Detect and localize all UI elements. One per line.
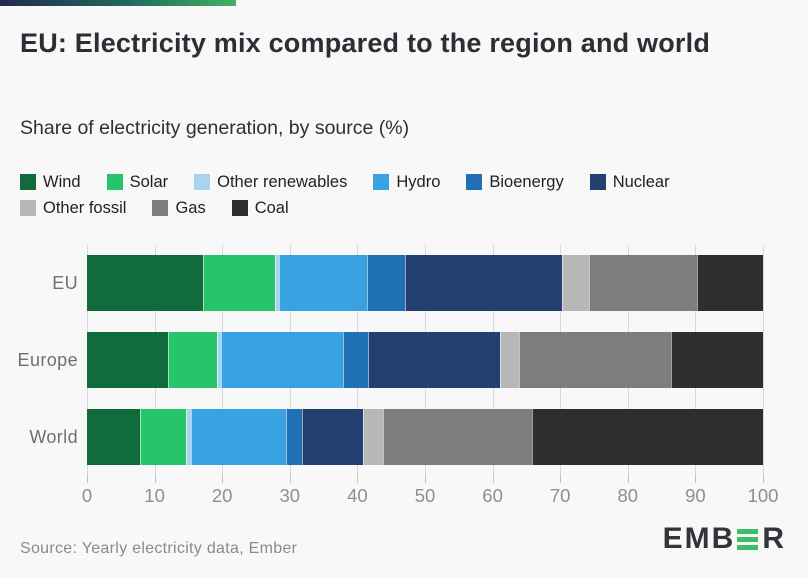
legend-label: Wind [43, 173, 81, 191]
legend-label: Coal [254, 199, 289, 217]
bar-segment-world-gas [382, 409, 532, 465]
brand-gradient-bar [0, 0, 236, 6]
bar-segment-eu-other-renewables [275, 255, 280, 311]
x-tick-mark [695, 474, 697, 483]
bar-segment-eu-gas [588, 255, 697, 311]
bar-segment-world-wind [87, 409, 141, 465]
plot-area [87, 245, 764, 474]
legend-item-wind: Wind [20, 173, 81, 191]
bar-segment-eu-hydro [279, 255, 367, 311]
ember-logo-green-e-icon [737, 527, 759, 551]
bar-segment-eu-solar [203, 255, 276, 311]
y-axis-label-eu: EU [52, 273, 78, 293]
ember-logo-text-emb: EMB [662, 522, 736, 555]
legend-item-gas: Gas [152, 199, 206, 217]
bar-row-world [87, 409, 763, 465]
bar-segment-europe-bioenergy [342, 332, 368, 388]
x-tick-label: 10 [144, 485, 165, 506]
x-tick-label: 50 [414, 485, 436, 506]
bar-segment-world-nuclear [302, 409, 363, 465]
bar-segment-europe-nuclear [367, 332, 501, 388]
x-tick-mark [87, 474, 88, 483]
ember-logo-text-r: R [762, 522, 786, 555]
x-tick-mark [425, 474, 426, 483]
bar-segment-eu-wind [87, 255, 204, 311]
legend-item-other-renewables: Other renewables [194, 173, 347, 191]
bar-segment-world-other-renewables [185, 409, 192, 465]
bar-row-eu [87, 255, 764, 311]
x-tick-mark [222, 474, 224, 483]
x-tick-label: 60 [482, 485, 503, 506]
legend-swatch-icon [589, 174, 606, 190]
bar-segment-europe-wind [87, 332, 168, 388]
legend-label: Gas [175, 199, 206, 217]
x-tick-label: 0 [81, 485, 93, 506]
bar-segment-world-other-fossil [362, 409, 383, 465]
legend-item-other-fossil: Other fossil [20, 199, 126, 217]
x-tick-mark [289, 474, 291, 483]
legend-label: Hydro [396, 173, 441, 191]
x-tick-label: 20 [211, 485, 233, 506]
bar-segment-world-coal [531, 409, 763, 465]
x-tick-label: 30 [279, 485, 301, 506]
legend-item-nuclear: Nuclear [589, 173, 670, 191]
legend-item-coal: Coal [231, 199, 289, 217]
bar-segment-world-solar [140, 409, 186, 465]
bar-segment-eu-bioenergy [366, 255, 405, 311]
legend-label: Nuclear [612, 173, 670, 191]
bar-segment-europe-other-fossil [500, 332, 519, 388]
chart-subtitle: Share of electricity generation, by sour… [20, 117, 410, 139]
legend-label: Solar [129, 173, 169, 191]
legend-item-bioenergy: Bioenergy [466, 173, 564, 191]
legend-swatch-icon [194, 174, 211, 190]
legend-swatch-icon [106, 174, 123, 190]
x-tick-mark [627, 474, 629, 483]
page-title: EU: Electricity mix compared to the regi… [20, 28, 711, 58]
legend-label: Other renewables [217, 173, 348, 191]
x-tick-label: 80 [617, 485, 639, 506]
x-tick-label: 90 [685, 485, 706, 506]
legend-swatch-icon [152, 200, 169, 216]
bar-segment-europe-hydro [221, 332, 343, 388]
legend-item-solar: Solar [106, 173, 169, 191]
bar-segment-world-bioenergy [286, 409, 303, 465]
bar-segment-eu-coal [696, 255, 764, 311]
legend-swatch-icon [20, 200, 36, 216]
bar-segment-world-hydro [191, 409, 287, 465]
bar-segment-europe-other-renewables [216, 332, 222, 388]
legend-item-hydro: Hydro [373, 173, 440, 191]
x-tick-label: 40 [347, 485, 368, 506]
x-tick-mark [492, 474, 494, 483]
chart-legend: Wind Solar Other renewables Hydro Bioenergy N… [20, 173, 726, 217]
x-tick-label: 70 [549, 485, 571, 506]
x-tick-mark [154, 474, 156, 483]
gridline [763, 245, 764, 474]
bar-segment-europe-solar [167, 332, 217, 388]
bar-segment-eu-other-fossil [562, 255, 589, 311]
y-axis-label-europe: Europe [17, 350, 78, 370]
ember-logo: EMB R [663, 524, 786, 554]
x-tick-mark [763, 474, 764, 483]
bar-segment-europe-gas [518, 332, 672, 388]
legend-swatch-icon [20, 174, 36, 190]
bar-row-europe [87, 332, 763, 388]
x-tick-mark [357, 474, 359, 483]
bar-segment-eu-nuclear [404, 255, 563, 311]
y-axis-label-world: World [29, 427, 78, 447]
legend-label: Bioenergy [489, 173, 564, 191]
bar-segment-europe-coal [671, 332, 763, 388]
legend-swatch-icon [231, 200, 248, 216]
legend-swatch-icon [466, 174, 483, 190]
legend-swatch-icon [373, 174, 390, 190]
x-tick-label: 100 [747, 485, 779, 506]
source-note: Source: Yearly electricity data, Ember [20, 540, 298, 557]
legend-label: Other fossil [43, 199, 127, 217]
x-tick-mark [560, 474, 562, 483]
